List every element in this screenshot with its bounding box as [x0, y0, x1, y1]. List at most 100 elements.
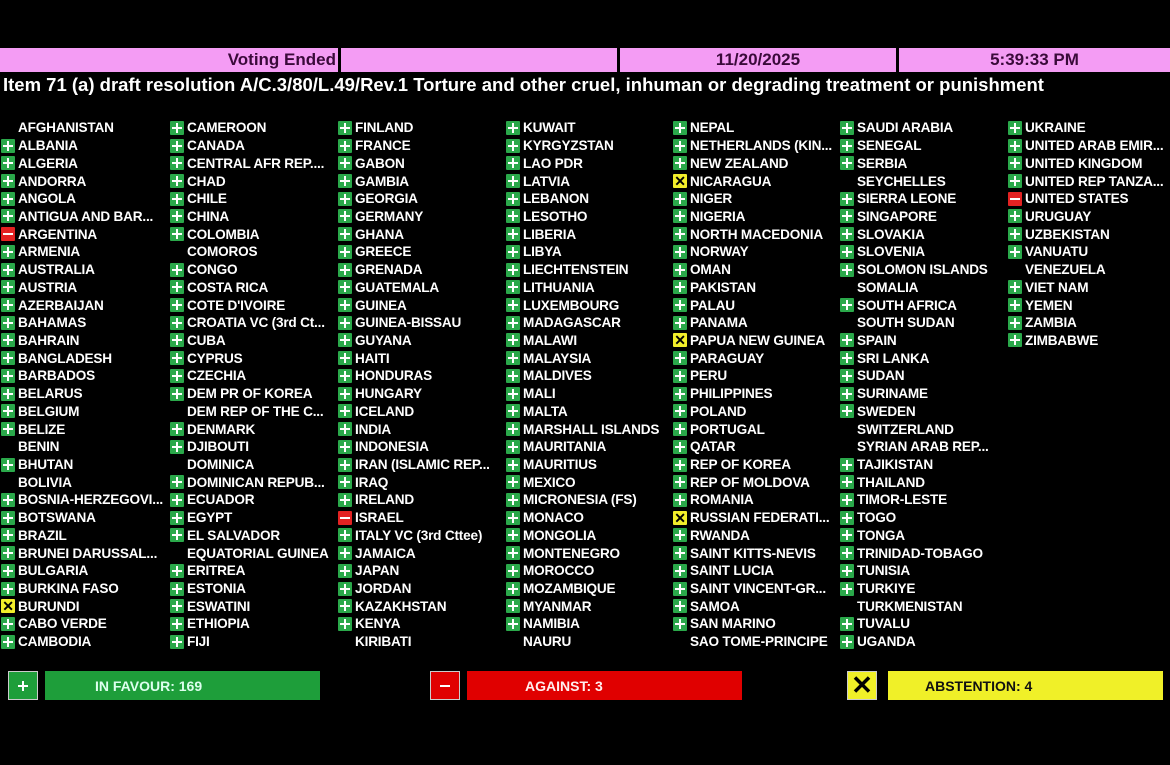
country-name: PAKISTAN — [690, 279, 756, 295]
country-vote-row: BELIZE — [1, 420, 163, 438]
plus-icon — [840, 262, 854, 277]
country-vote-row: SEYCHELLES — [840, 172, 989, 190]
in-favour-total: IN FAVOUR: 169 — [45, 671, 320, 700]
country-name: BULGARIA — [18, 563, 89, 579]
country-column: FINLAND FRANCE GABON GAMBIA GEORGIA GERMANY GH… — [338, 119, 490, 651]
country-vote-row: RWANDA — [673, 527, 832, 545]
country-vote-row: SWEDEN — [840, 403, 989, 421]
plus-icon — [840, 546, 854, 561]
plus-icon — [840, 191, 854, 206]
resolution-title: Item 71 (a) draft resolution A/C.3/80/L.… — [3, 74, 1044, 95]
country-name: LEBANON — [523, 191, 589, 207]
plus-icon — [840, 563, 854, 578]
country-vote-row: PERU — [673, 367, 832, 385]
country-name: CROATIA VC (3rd Ct... — [187, 315, 325, 331]
country-name: ERITREA — [187, 563, 246, 579]
plus-icon — [673, 563, 687, 578]
country-vote-row: GREECE — [338, 243, 490, 261]
no-vote-placeholder — [840, 422, 854, 436]
country-vote-row: UNITED REP TANZA... — [1008, 172, 1164, 190]
country-name: SAUDI ARABIA — [857, 120, 954, 136]
country-name: SRI LANKA — [857, 350, 930, 366]
plus-icon — [840, 209, 854, 224]
country-name: CYPRUS — [187, 350, 243, 366]
country-name: UGANDA — [857, 634, 916, 650]
country-vote-row: EQUATORIAL GUINEA — [170, 544, 329, 562]
country-vote-row: NETHERLANDS (KIN... — [673, 137, 832, 155]
country-vote-row: NIGER — [673, 190, 832, 208]
minus-icon — [1, 227, 15, 242]
country-column: KUWAIT KYRGYZSTAN LAO PDR LATVIA LEBANON LESO… — [506, 119, 659, 651]
country-vote-row: TUNISIA — [840, 562, 989, 580]
country-vote-row: MADAGASCAR — [506, 314, 659, 332]
country-vote-row: AFGHANISTAN — [1, 119, 163, 137]
country-name: SEYCHELLES — [857, 173, 946, 189]
plus-icon — [338, 315, 352, 330]
plus-icon — [673, 404, 687, 419]
country-name: PALAU — [690, 297, 735, 313]
country-vote-row: BOLIVIA — [1, 473, 163, 491]
country-vote-row: GAMBIA — [338, 172, 490, 190]
country-vote-row: DOMINICAN REPUB... — [170, 473, 329, 491]
country-name: MALTA — [523, 403, 568, 419]
plus-icon — [338, 599, 352, 614]
country-name: SWITZERLAND — [857, 421, 954, 437]
country-vote-row: TIMOR-LESTE — [840, 491, 989, 509]
country-vote-row: SLOVENIA — [840, 243, 989, 261]
no-vote-placeholder — [170, 404, 184, 418]
no-vote-placeholder — [506, 635, 520, 649]
plus-icon — [673, 227, 687, 242]
plus-icon — [1008, 174, 1022, 189]
country-name: TONGA — [857, 527, 905, 543]
plus-icon — [338, 174, 352, 189]
country-vote-row: QATAR — [673, 438, 832, 456]
country-vote-row: MAURITIUS — [506, 456, 659, 474]
plus-icon — [840, 457, 854, 472]
country-name: COMOROS — [187, 244, 258, 260]
country-vote-row: NAURU — [506, 633, 659, 651]
country-vote-row: NEPAL — [673, 119, 832, 137]
country-vote-row: URUGUAY — [1008, 208, 1163, 226]
country-vote-row: ANDORRA — [1, 172, 163, 190]
country-vote-row: CZECHIA — [170, 367, 329, 385]
country-vote-row: POLAND — [673, 403, 832, 421]
country-vote-row: PHILIPPINES — [673, 385, 832, 403]
plus-icon — [170, 138, 184, 153]
country-name: AZERBAIJAN — [18, 297, 104, 313]
country-vote-row: COTE D'IVOIRE — [170, 296, 329, 314]
country-name: TUNISIA — [857, 563, 910, 579]
country-vote-row: DJIBOUTI — [170, 438, 329, 456]
plus-icon — [506, 156, 520, 171]
country-vote-row: MEXICO — [506, 473, 659, 491]
plus-icon — [840, 368, 854, 383]
no-vote-placeholder — [1008, 263, 1022, 277]
country-vote-row: UNITED KINGDOM — [1008, 154, 1163, 172]
country-name: BAHAMAS — [18, 315, 87, 331]
minus-icon — [1008, 191, 1022, 206]
plus-icon — [840, 386, 854, 401]
country-name: CAMEROON — [187, 120, 267, 136]
plus-icon — [170, 333, 184, 348]
country-vote-row: SAUDI ARABIA — [840, 119, 989, 137]
country-vote-row: JAMAICA — [338, 544, 490, 562]
country-name: SERBIA — [857, 155, 908, 171]
country-name: BAHRAIN — [18, 332, 80, 348]
country-name: BOLIVIA — [18, 474, 72, 490]
country-name: MEXICO — [523, 474, 576, 490]
country-vote-row: HONDURAS — [338, 367, 490, 385]
country-vote-row: SWITZERLAND — [840, 420, 989, 438]
plus-icon — [338, 368, 352, 383]
country-vote-row: AUSTRIA — [1, 278, 163, 296]
plus-icon — [506, 138, 520, 153]
plus-icon — [673, 351, 687, 366]
plus-icon — [506, 492, 520, 507]
plus-icon — [673, 191, 687, 206]
plus-icon — [338, 191, 352, 206]
plus-icon — [1008, 138, 1022, 153]
country-vote-row: MARSHALL ISLANDS — [506, 420, 659, 438]
plus-icon — [1, 209, 15, 224]
country-name: VIET NAM — [1025, 279, 1089, 295]
plus-icon — [338, 227, 352, 242]
country-vote-row: MOROCCO — [506, 562, 659, 580]
country-vote-row: LESOTHO — [506, 208, 659, 226]
